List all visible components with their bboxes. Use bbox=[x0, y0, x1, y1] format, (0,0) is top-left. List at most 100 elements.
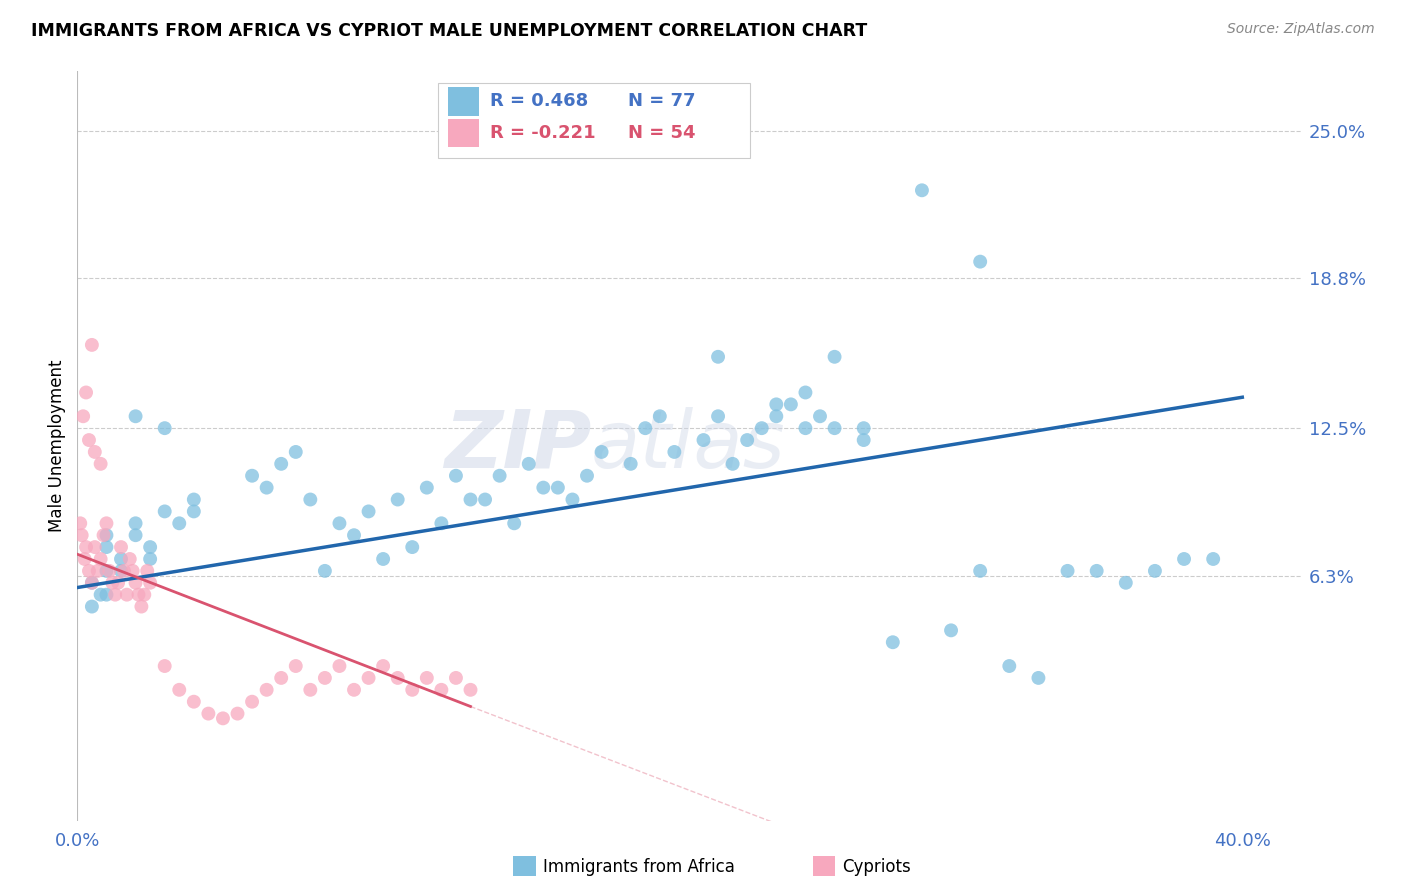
Point bbox=[197, 706, 219, 721]
Point bbox=[751, 421, 773, 435]
Point bbox=[136, 564, 159, 578]
Point bbox=[226, 706, 249, 721]
Point bbox=[517, 457, 540, 471]
Point bbox=[270, 457, 292, 471]
Point bbox=[80, 599, 103, 614]
Point bbox=[96, 540, 118, 554]
Point bbox=[460, 492, 482, 507]
Point bbox=[72, 409, 94, 424]
Point bbox=[70, 528, 93, 542]
Point bbox=[1202, 552, 1225, 566]
Point bbox=[401, 540, 423, 554]
Point bbox=[328, 659, 350, 673]
Point bbox=[93, 528, 115, 542]
Point bbox=[134, 588, 156, 602]
Text: Immigrants from Africa: Immigrants from Africa bbox=[543, 858, 734, 876]
Point bbox=[128, 588, 150, 602]
Point bbox=[765, 397, 787, 411]
Point bbox=[69, 516, 91, 531]
Point bbox=[1115, 575, 1137, 590]
Point bbox=[77, 564, 100, 578]
Point bbox=[139, 552, 162, 566]
Point bbox=[98, 564, 121, 578]
Point bbox=[531, 481, 554, 495]
Point bbox=[620, 457, 643, 471]
Text: IMMIGRANTS FROM AFRICA VS CYPRIOT MALE UNEMPLOYMENT CORRELATION CHART: IMMIGRANTS FROM AFRICA VS CYPRIOT MALE U… bbox=[31, 22, 868, 40]
Point bbox=[107, 575, 129, 590]
Point bbox=[96, 528, 118, 542]
Point bbox=[488, 468, 510, 483]
Point bbox=[183, 492, 205, 507]
Point bbox=[707, 350, 730, 364]
Point bbox=[911, 183, 934, 197]
Point bbox=[212, 711, 235, 725]
Point bbox=[328, 516, 350, 531]
Point bbox=[183, 695, 205, 709]
Point bbox=[692, 433, 714, 447]
Point bbox=[256, 481, 278, 495]
Text: N = 54: N = 54 bbox=[627, 124, 696, 142]
Point bbox=[139, 540, 162, 554]
Point bbox=[794, 385, 817, 400]
Text: ZIP: ZIP bbox=[444, 407, 591, 485]
Point bbox=[794, 421, 817, 435]
Point bbox=[183, 504, 205, 518]
Point bbox=[371, 552, 394, 566]
Point bbox=[824, 421, 846, 435]
Point bbox=[73, 552, 96, 566]
Point bbox=[735, 433, 758, 447]
Point bbox=[240, 695, 263, 709]
Point bbox=[121, 564, 143, 578]
Point bbox=[104, 588, 127, 602]
Point bbox=[444, 468, 467, 483]
Point bbox=[969, 254, 991, 268]
Point bbox=[387, 492, 409, 507]
Bar bbox=[449, 119, 478, 147]
Point bbox=[664, 445, 686, 459]
Point bbox=[314, 564, 336, 578]
Point bbox=[547, 481, 569, 495]
Point bbox=[83, 540, 105, 554]
Text: Cypriots: Cypriots bbox=[842, 858, 911, 876]
Point bbox=[371, 659, 394, 673]
Point bbox=[153, 659, 176, 673]
Point bbox=[110, 564, 132, 578]
Point bbox=[256, 682, 278, 697]
Point bbox=[124, 575, 146, 590]
Bar bbox=[449, 87, 478, 116]
Point bbox=[1085, 564, 1108, 578]
Point bbox=[124, 516, 146, 531]
Point bbox=[503, 516, 526, 531]
Point bbox=[998, 659, 1021, 673]
Point bbox=[96, 588, 118, 602]
Point bbox=[591, 445, 613, 459]
Point bbox=[460, 682, 482, 697]
Text: atlas: atlas bbox=[591, 407, 786, 485]
Point bbox=[1143, 564, 1166, 578]
Point bbox=[153, 421, 176, 435]
Point bbox=[75, 540, 97, 554]
Point bbox=[112, 564, 135, 578]
Point bbox=[96, 564, 118, 578]
Point bbox=[101, 575, 124, 590]
Point bbox=[416, 671, 439, 685]
Point bbox=[707, 409, 730, 424]
Point bbox=[131, 599, 153, 614]
Point bbox=[153, 504, 176, 518]
FancyBboxPatch shape bbox=[439, 83, 751, 158]
Point bbox=[110, 540, 132, 554]
Text: R = -0.221: R = -0.221 bbox=[489, 124, 595, 142]
Point bbox=[115, 588, 138, 602]
Point bbox=[648, 409, 671, 424]
Point bbox=[430, 682, 453, 697]
Point bbox=[721, 457, 744, 471]
Point bbox=[240, 468, 263, 483]
Point bbox=[1028, 671, 1050, 685]
Point bbox=[969, 564, 991, 578]
Point bbox=[299, 492, 322, 507]
Point bbox=[314, 671, 336, 685]
Point bbox=[299, 682, 322, 697]
Point bbox=[77, 433, 100, 447]
Point bbox=[1173, 552, 1195, 566]
Point bbox=[576, 468, 599, 483]
